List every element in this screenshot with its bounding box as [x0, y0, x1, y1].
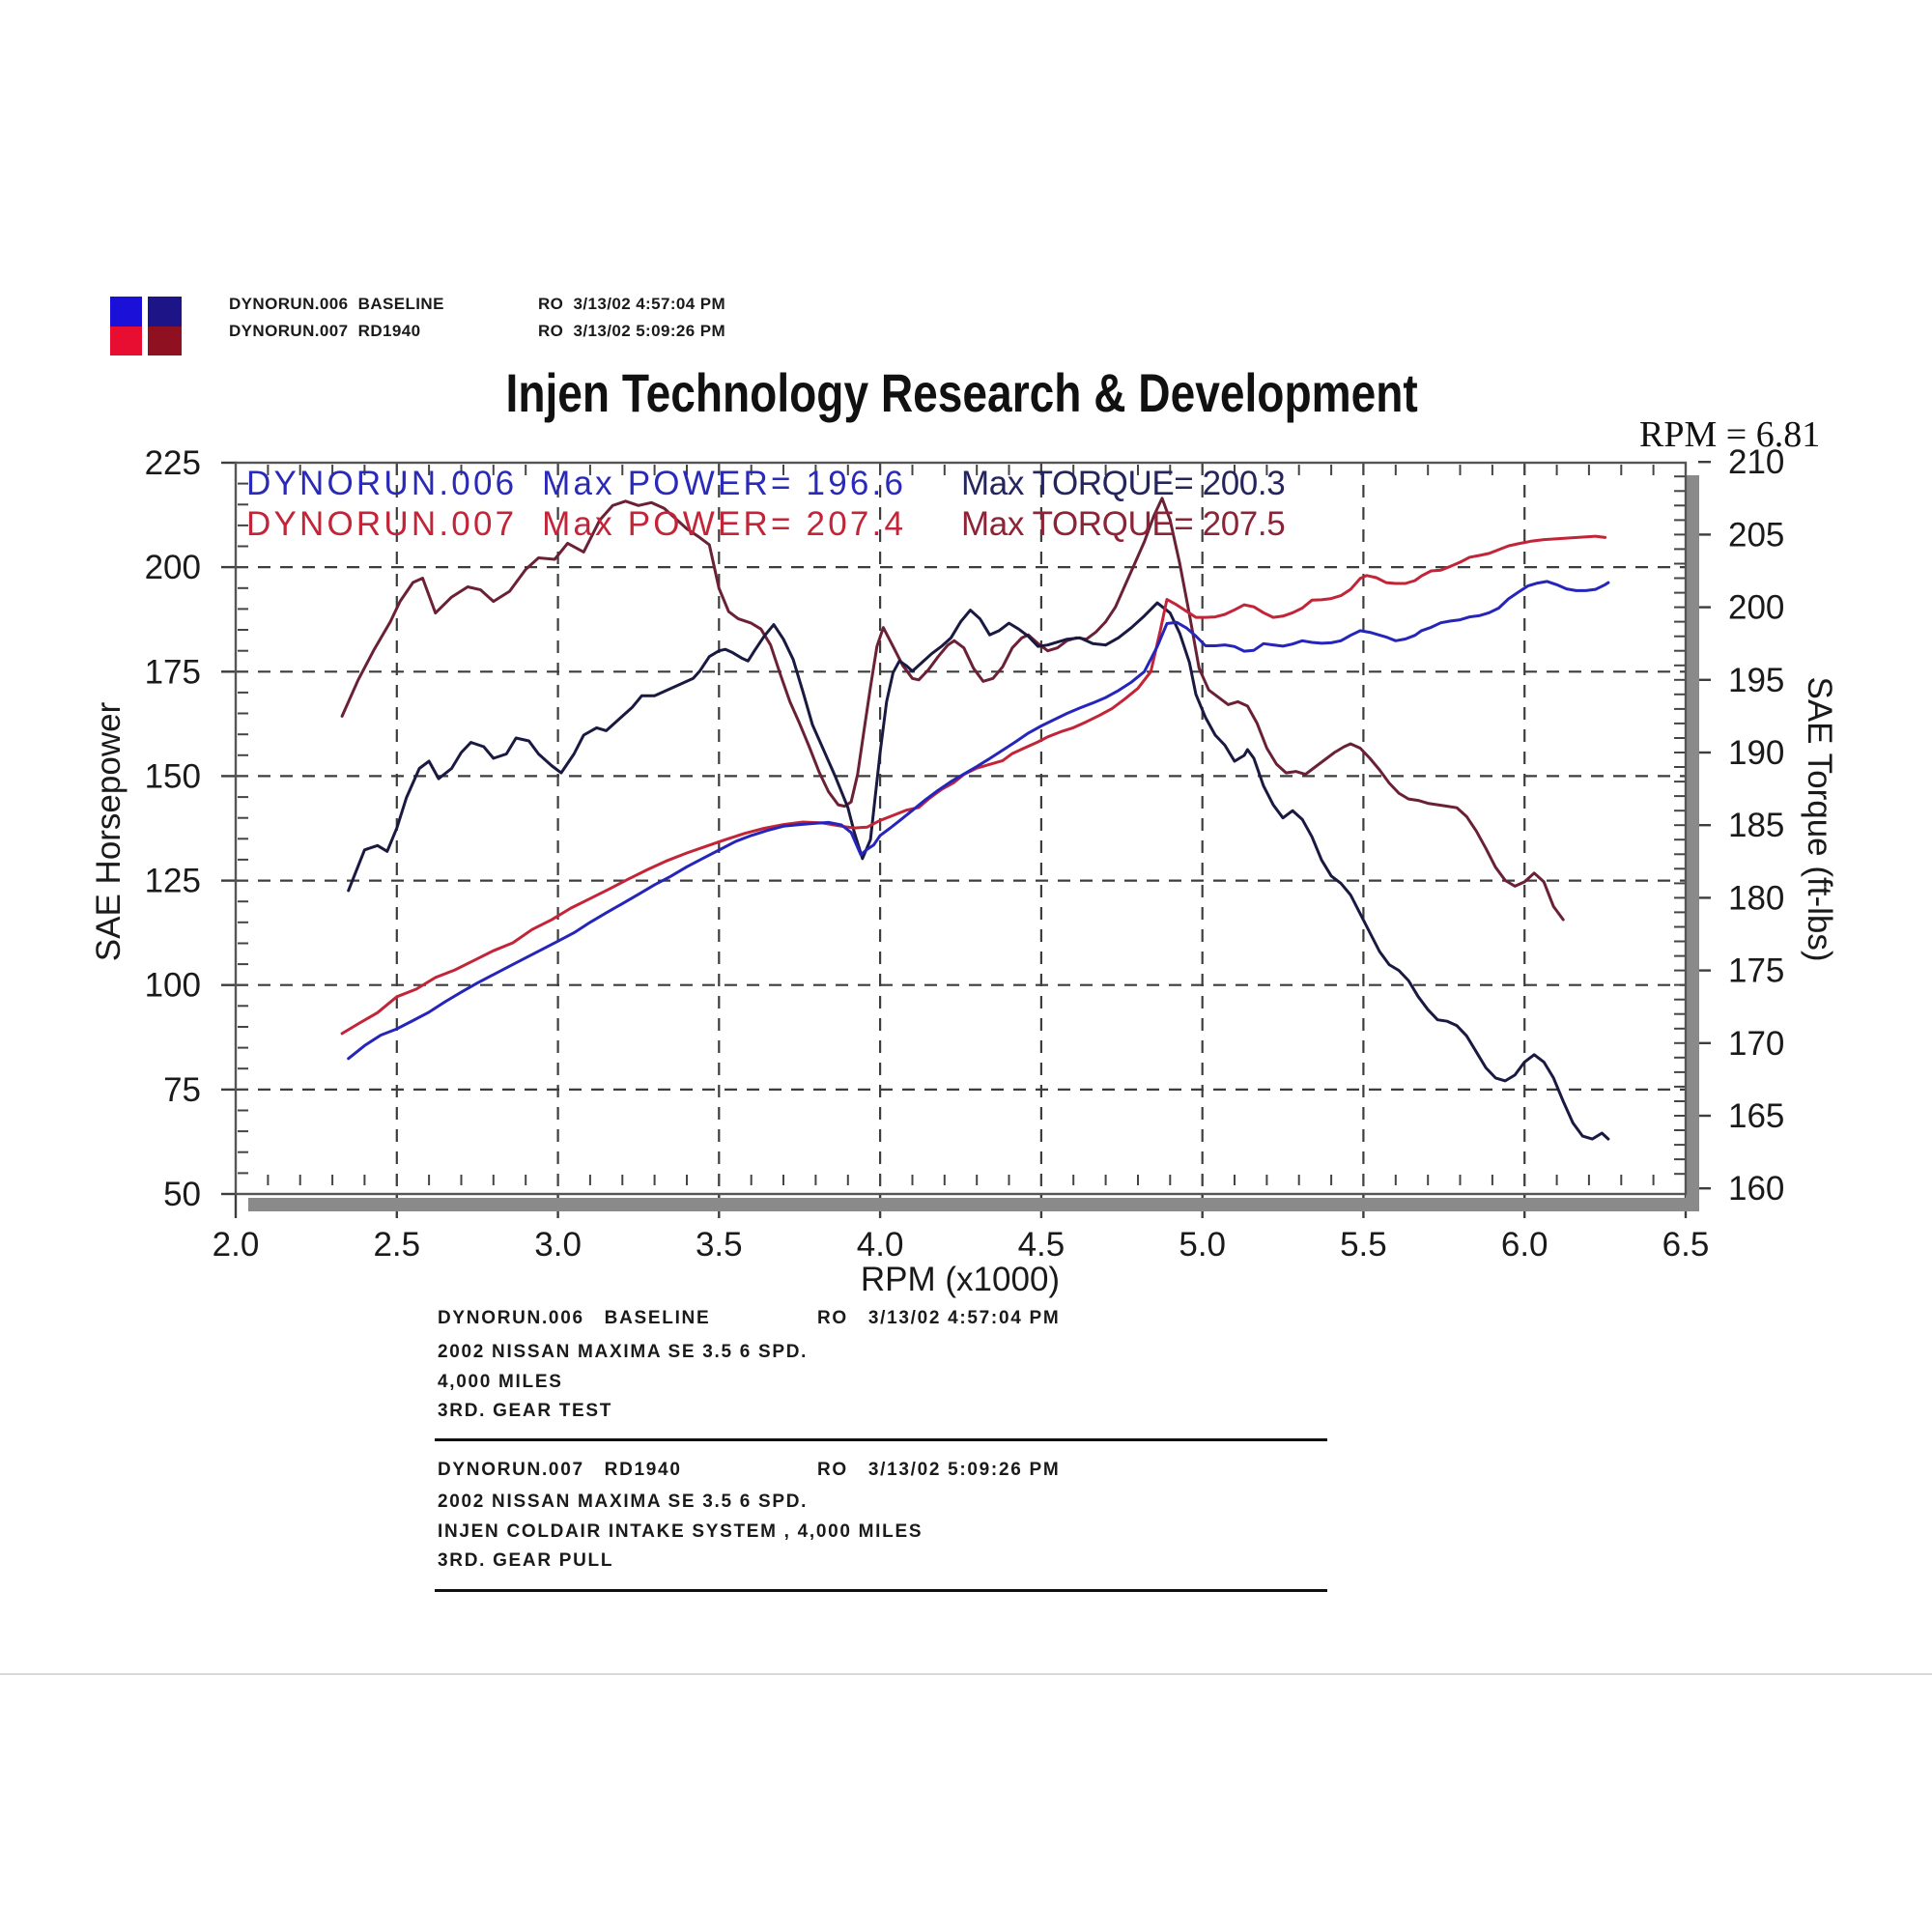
svg-text:4.0: 4.0	[857, 1226, 904, 1264]
svg-text:165: 165	[1728, 1097, 1784, 1135]
svg-text:2.0: 2.0	[213, 1226, 260, 1264]
svg-text:200: 200	[1728, 589, 1784, 627]
svg-text:125: 125	[145, 863, 201, 900]
svg-text:75: 75	[163, 1071, 201, 1109]
svg-text:4.5: 4.5	[1018, 1226, 1065, 1264]
svg-text:5.0: 5.0	[1179, 1226, 1226, 1264]
svg-text:2.5: 2.5	[373, 1226, 420, 1264]
svg-text:100: 100	[145, 967, 201, 1005]
svg-text:175: 175	[1728, 952, 1784, 990]
svg-text:5.5: 5.5	[1340, 1226, 1387, 1264]
svg-text:6.0: 6.0	[1501, 1226, 1548, 1264]
svg-text:185: 185	[1728, 807, 1784, 844]
svg-text:150: 150	[145, 757, 201, 795]
svg-text:225: 225	[145, 444, 201, 482]
svg-text:190: 190	[1728, 734, 1784, 772]
svg-text:50: 50	[163, 1176, 201, 1213]
svg-text:RPM (x1000): RPM (x1000)	[861, 1261, 1060, 1298]
svg-text:160: 160	[1728, 1170, 1784, 1208]
svg-text:180: 180	[1728, 879, 1784, 917]
svg-text:170: 170	[1728, 1025, 1784, 1063]
svg-text:3.0: 3.0	[534, 1226, 582, 1264]
svg-text:6.5: 6.5	[1662, 1226, 1710, 1264]
svg-text:210: 210	[1728, 443, 1784, 481]
svg-text:200: 200	[145, 549, 201, 586]
svg-text:205: 205	[1728, 516, 1784, 554]
svg-text:175: 175	[145, 653, 201, 691]
svg-text:195: 195	[1728, 662, 1784, 699]
svg-text:SAE Torque (ft-lbs): SAE Torque (ft-lbs)	[1801, 676, 1838, 961]
svg-text:SAE Horsepower: SAE Horsepower	[90, 701, 128, 961]
svg-text:3.5: 3.5	[696, 1226, 743, 1264]
